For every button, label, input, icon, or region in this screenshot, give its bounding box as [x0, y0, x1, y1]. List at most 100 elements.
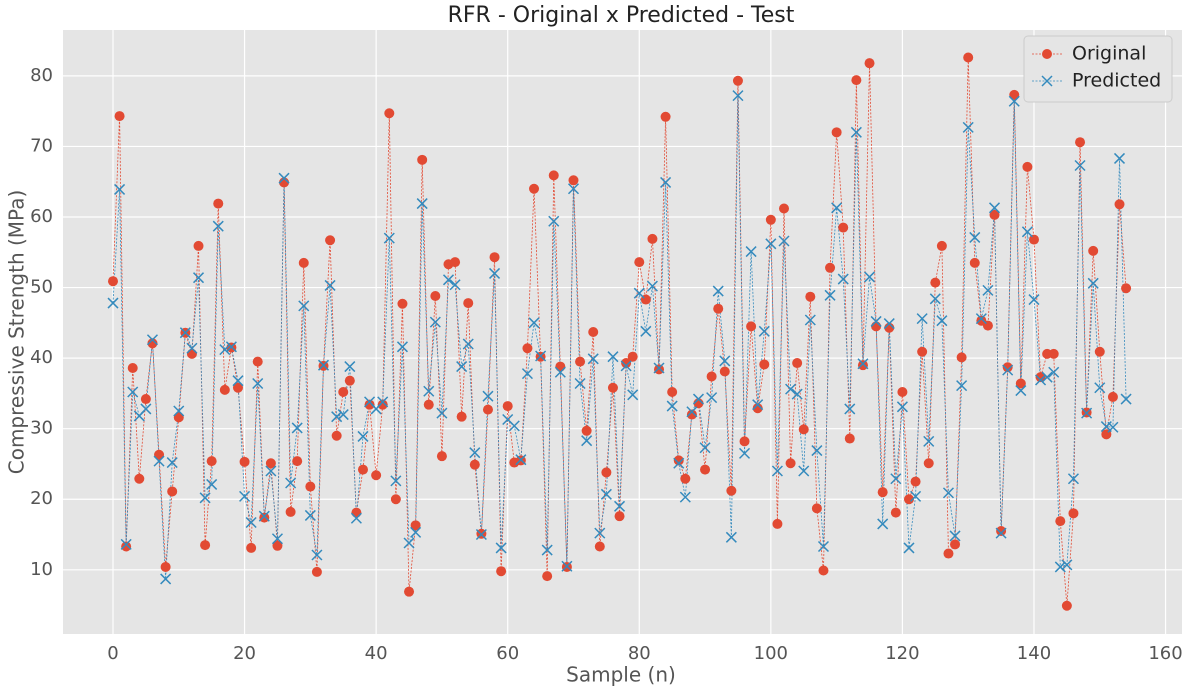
point	[969, 257, 980, 268]
point	[259, 512, 270, 523]
point	[791, 388, 803, 400]
point	[614, 511, 625, 522]
point	[831, 202, 843, 214]
point	[1061, 600, 1072, 611]
point	[633, 287, 645, 299]
point	[575, 356, 586, 367]
point	[331, 411, 343, 423]
point	[903, 542, 915, 554]
point	[870, 315, 882, 327]
point	[956, 352, 967, 363]
point	[831, 127, 842, 138]
point	[607, 351, 619, 363]
point	[515, 454, 527, 466]
point	[601, 467, 612, 478]
point	[700, 464, 711, 475]
point	[581, 435, 593, 447]
point	[521, 368, 533, 380]
point	[450, 257, 461, 268]
point	[1107, 391, 1118, 402]
point	[292, 456, 303, 467]
point	[331, 430, 342, 441]
ticks: 10 20 30 40 50 60 70 80 0 20 40 60 80 100 120 140 160	[30, 65, 1183, 664]
point	[232, 375, 244, 387]
point	[140, 394, 151, 405]
point	[1022, 161, 1033, 172]
point	[614, 500, 626, 512]
point	[680, 473, 691, 484]
point	[706, 371, 717, 382]
point	[528, 317, 540, 329]
point	[469, 447, 481, 459]
point	[325, 235, 336, 246]
point	[692, 393, 705, 405]
point	[640, 325, 652, 337]
legend-label: Predicted	[1072, 70, 1161, 92]
point	[567, 183, 580, 195]
point	[942, 487, 954, 499]
point	[160, 573, 172, 585]
point	[147, 338, 158, 349]
point	[173, 405, 185, 417]
point	[936, 315, 948, 327]
point	[989, 209, 1000, 220]
point	[107, 297, 119, 309]
point	[496, 566, 507, 577]
point	[600, 488, 612, 500]
point	[338, 386, 349, 397]
point	[785, 458, 796, 469]
point	[719, 366, 730, 377]
point	[943, 548, 954, 559]
point	[811, 503, 822, 514]
point	[146, 334, 158, 346]
point	[673, 457, 685, 469]
point	[463, 298, 474, 309]
point	[416, 198, 428, 210]
point	[193, 240, 204, 251]
point	[298, 300, 310, 312]
point	[127, 386, 139, 398]
point	[857, 360, 868, 371]
point	[252, 377, 264, 390]
point	[548, 215, 560, 227]
point	[529, 183, 540, 194]
point	[594, 527, 606, 539]
point	[423, 385, 435, 397]
point	[410, 526, 422, 538]
point	[265, 465, 277, 477]
point	[271, 533, 283, 545]
point	[903, 494, 914, 505]
point	[1120, 393, 1132, 405]
point	[166, 457, 178, 469]
point	[1048, 348, 1059, 359]
point	[285, 477, 297, 489]
point	[732, 75, 743, 86]
point	[502, 401, 513, 412]
point	[350, 512, 362, 524]
point	[285, 506, 296, 517]
point	[844, 403, 856, 415]
point	[239, 490, 251, 502]
point	[818, 565, 829, 576]
point	[660, 111, 671, 122]
lines	[112, 57, 1127, 606]
point	[1107, 421, 1119, 433]
y-tick-label: 20	[30, 488, 53, 509]
point	[134, 473, 145, 484]
point	[910, 476, 921, 487]
point	[752, 403, 763, 414]
x-tick-label: 140	[1017, 643, 1051, 664]
point	[232, 382, 243, 393]
point	[1028, 234, 1039, 245]
point	[1121, 283, 1132, 294]
point	[423, 399, 434, 410]
point	[213, 198, 224, 209]
point	[449, 279, 461, 291]
point	[1028, 294, 1040, 306]
point	[627, 351, 638, 362]
point	[127, 362, 138, 373]
point	[646, 280, 658, 292]
point	[871, 321, 882, 332]
point	[758, 325, 770, 337]
point	[1002, 364, 1014, 376]
